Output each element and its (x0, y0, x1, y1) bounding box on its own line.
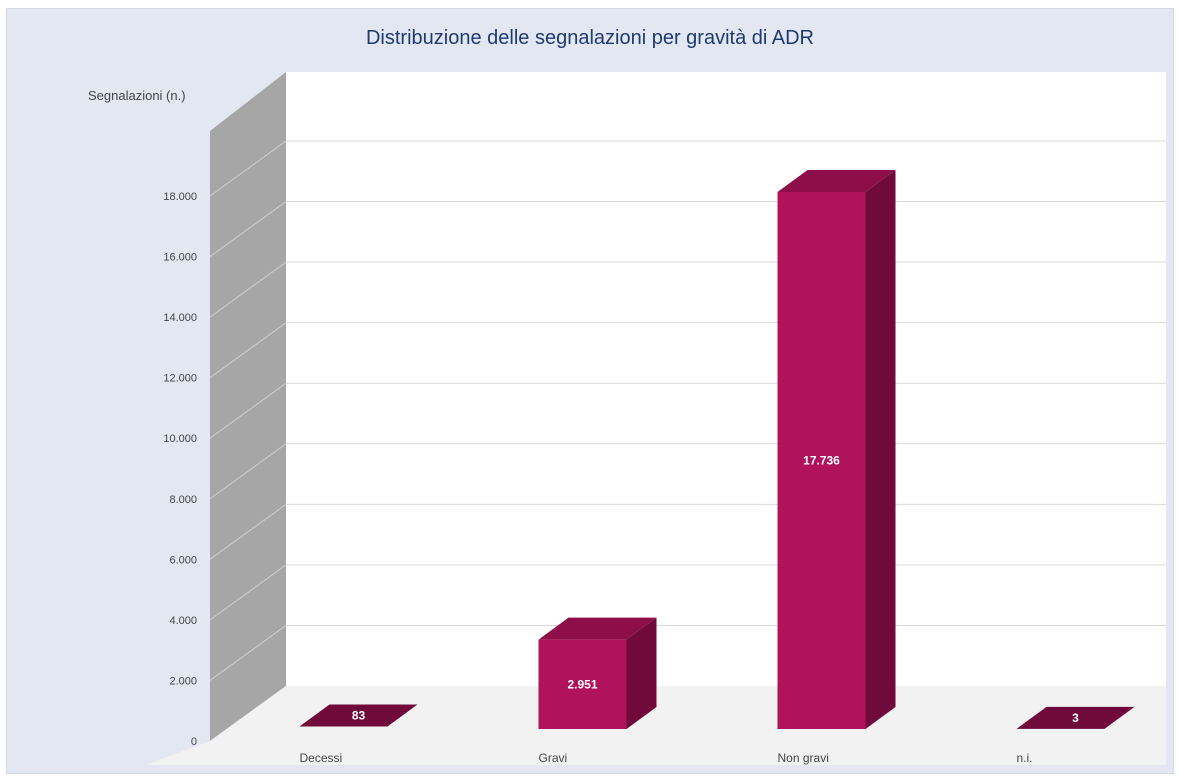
gridline-depth (209, 625, 287, 681)
bar-top (538, 617, 657, 640)
gridline-depth (209, 140, 287, 197)
y-tick-label: 0 (191, 736, 197, 748)
bar-n-i- (1016, 706, 1135, 729)
bar-gravi (538, 617, 657, 729)
y-tick-label: 14.000 (163, 312, 197, 324)
bar-top (1016, 706, 1135, 729)
back-wall (286, 72, 1166, 686)
side-wall (210, 72, 286, 741)
y-tick-label: 8.000 (169, 494, 197, 506)
y-tick-label: 4.000 (169, 615, 197, 627)
bar-side (865, 169, 896, 729)
gridline-depth (209, 443, 287, 500)
gridline-depth (209, 201, 287, 257)
bar-top (777, 169, 896, 192)
bar-front (538, 639, 627, 729)
bar-top (299, 704, 418, 727)
grid-layer (209, 140, 1166, 681)
labels-layer: 0 2.000 4.000 6.000 8.000 10.000 12.000 14.000 1… (163, 191, 1079, 765)
data-label: 2.951 (567, 677, 597, 691)
gridline-depth (209, 261, 287, 318)
bar-decessi (299, 704, 418, 727)
bar-non-gravi (777, 169, 896, 729)
y-axis-title: Segnalazioni (n.) (88, 88, 186, 103)
gridline-depth (209, 503, 287, 560)
y-tick-label: 10.000 (163, 433, 197, 445)
y-tick-label: 6.000 (169, 554, 197, 566)
bars-layer (299, 169, 1135, 729)
bar-front (777, 191, 866, 729)
data-label: 3 (1072, 711, 1079, 725)
chart-title: Distribuzione delle segnalazioni per gra… (365, 27, 815, 49)
gridline-depth (209, 564, 287, 621)
gridline-depth (209, 322, 287, 379)
y-tick-label: 2.000 (169, 675, 197, 687)
y-tick-label: 16.000 (163, 252, 197, 264)
x-tick-label: Non gravi (778, 751, 829, 765)
bar-side (626, 617, 657, 729)
x-tick-label: Decessi (300, 751, 343, 765)
data-label: 83 (352, 708, 366, 722)
x-tick-label: Gravi (539, 751, 568, 765)
gridline-depth (209, 382, 287, 439)
data-label: 17.736 (803, 453, 840, 467)
y-tick-label: 12.000 (163, 373, 197, 385)
x-tick-label: n.i. (1017, 751, 1033, 765)
y-tick-label: 18.000 (163, 191, 197, 203)
